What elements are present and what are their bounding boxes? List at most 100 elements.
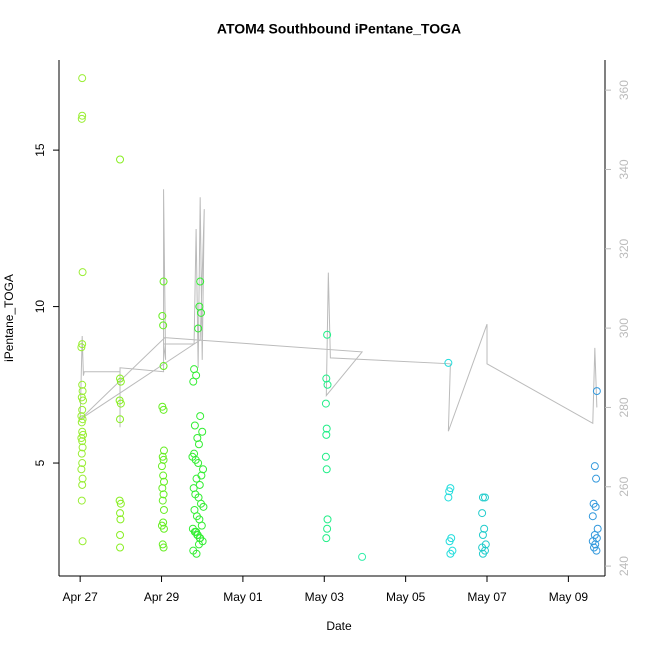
x-tick-label: Apr 29 <box>144 590 180 604</box>
point <box>77 465 86 474</box>
point <box>323 330 332 339</box>
point <box>77 114 86 123</box>
point <box>322 430 331 439</box>
point <box>159 362 168 371</box>
point <box>591 502 600 511</box>
point <box>196 308 205 317</box>
point <box>588 512 597 521</box>
line <box>79 189 598 432</box>
y2-tick-label: 260 <box>617 476 631 496</box>
point <box>78 537 87 546</box>
point <box>480 493 489 502</box>
point <box>77 418 86 427</box>
point <box>322 374 331 383</box>
point <box>78 111 87 120</box>
y2-tick-label: 300 <box>617 318 631 338</box>
point <box>195 480 204 489</box>
point <box>321 399 330 408</box>
point <box>592 387 601 396</box>
point <box>196 277 205 286</box>
x-tick-label: May 07 <box>467 590 507 604</box>
point <box>194 324 203 333</box>
point <box>158 540 167 549</box>
y-tick-label: 10 <box>33 300 47 314</box>
x-tick-label: May 09 <box>549 590 589 604</box>
point <box>592 546 601 555</box>
point <box>478 549 487 558</box>
point <box>198 427 207 436</box>
point <box>478 493 487 502</box>
point <box>445 537 454 546</box>
point <box>194 440 203 449</box>
point <box>480 524 489 533</box>
point <box>478 509 487 518</box>
point <box>78 480 87 489</box>
point <box>116 377 125 386</box>
point <box>199 502 208 511</box>
point <box>478 531 487 540</box>
x-axis-label: Date <box>326 619 352 633</box>
point <box>322 534 331 543</box>
point <box>323 380 332 389</box>
point <box>190 421 199 430</box>
point <box>159 321 168 330</box>
point <box>194 459 203 468</box>
point <box>321 452 330 461</box>
point <box>323 515 332 524</box>
x-tick-label: May 01 <box>223 590 263 604</box>
point <box>444 358 453 367</box>
point <box>194 540 203 549</box>
point <box>158 311 167 320</box>
y2-tick-label: 280 <box>617 397 631 417</box>
point <box>159 505 168 514</box>
point <box>116 155 125 164</box>
point <box>77 496 86 505</box>
point <box>116 399 125 408</box>
point <box>116 543 125 552</box>
point <box>79 396 88 405</box>
point <box>77 343 86 352</box>
point <box>78 268 87 277</box>
point <box>197 521 206 530</box>
point <box>323 524 332 533</box>
point <box>322 465 331 474</box>
point <box>159 471 168 480</box>
point <box>78 427 87 436</box>
point <box>116 415 125 424</box>
x-tick-label: May 05 <box>386 590 426 604</box>
x-tick-label: Apr 27 <box>62 590 98 604</box>
point <box>446 549 455 558</box>
point <box>78 74 87 83</box>
point <box>444 493 453 502</box>
y-tick-label: 15 <box>33 143 47 157</box>
y-axis-label: iPentane_TOGA <box>2 274 16 362</box>
point <box>159 524 168 533</box>
point <box>116 509 125 518</box>
point <box>159 277 168 286</box>
point <box>196 412 205 421</box>
point <box>77 434 86 443</box>
point <box>78 415 87 424</box>
y2-tick-label: 360 <box>617 80 631 100</box>
point <box>78 340 87 349</box>
point <box>445 487 454 496</box>
point <box>78 443 87 452</box>
point <box>157 462 166 471</box>
point <box>78 474 87 483</box>
point <box>116 515 125 524</box>
point <box>78 437 87 446</box>
point <box>590 462 599 471</box>
point <box>195 534 204 543</box>
point <box>77 449 86 458</box>
point <box>159 405 168 414</box>
point <box>159 490 168 499</box>
point <box>592 474 601 483</box>
point <box>358 552 367 561</box>
point <box>78 387 87 396</box>
point <box>192 549 201 558</box>
y2-tick-label: 240 <box>617 556 631 576</box>
point <box>78 380 87 389</box>
point <box>158 496 167 505</box>
y-tick-label: 5 <box>33 459 47 466</box>
